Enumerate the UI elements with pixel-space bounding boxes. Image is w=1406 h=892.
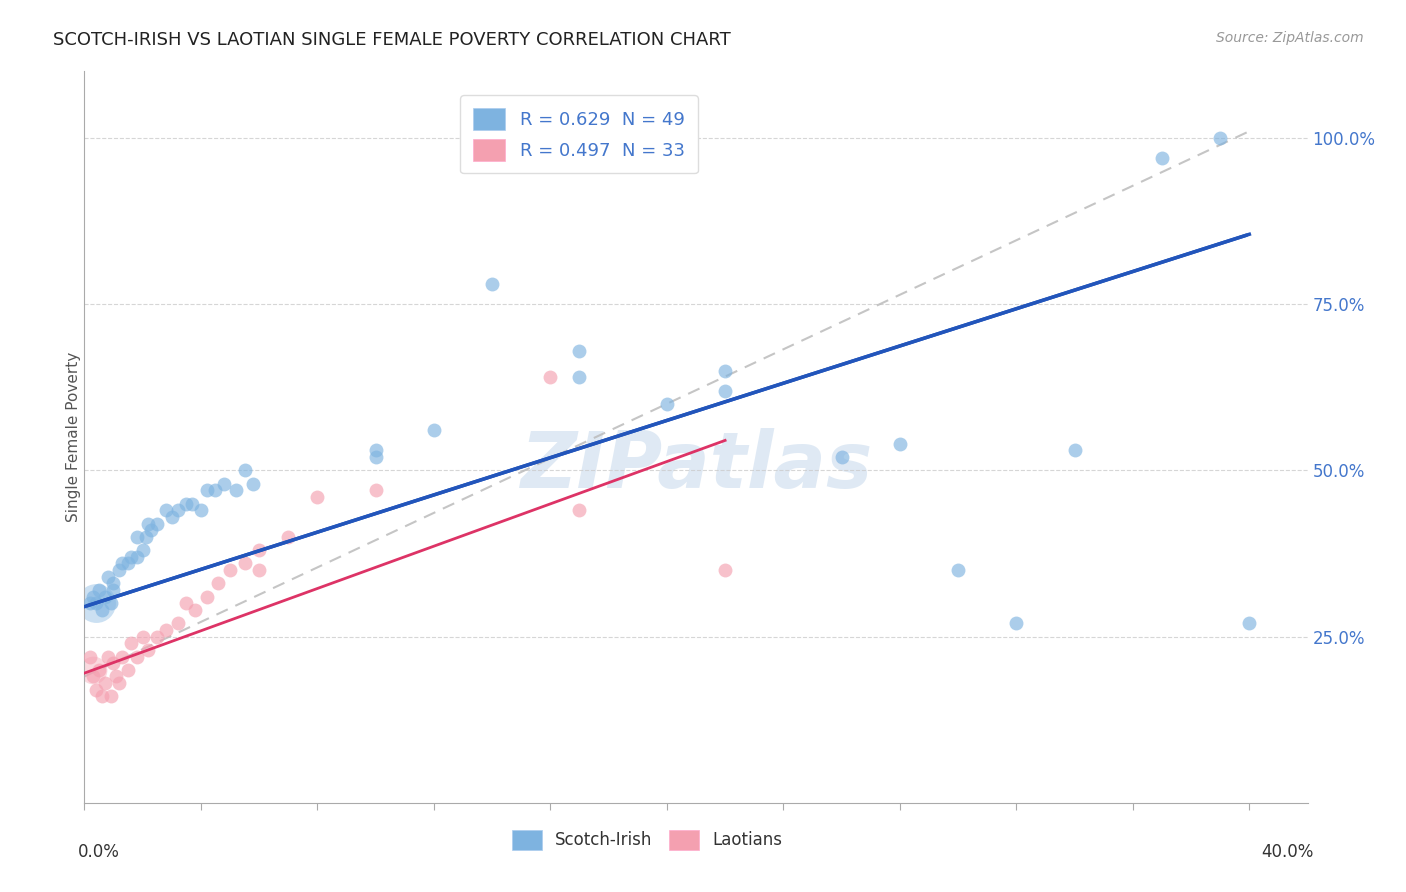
Y-axis label: Single Female Poverty: Single Female Poverty	[66, 352, 80, 522]
Text: Source: ZipAtlas.com: Source: ZipAtlas.com	[1216, 31, 1364, 45]
Text: 0.0%: 0.0%	[79, 843, 120, 861]
Text: ZIPatlas: ZIPatlas	[520, 428, 872, 504]
Text: 40.0%: 40.0%	[1261, 843, 1313, 861]
Text: SCOTCH-IRISH VS LAOTIAN SINGLE FEMALE POVERTY CORRELATION CHART: SCOTCH-IRISH VS LAOTIAN SINGLE FEMALE PO…	[53, 31, 731, 49]
Legend: Scotch-Irish, Laotians: Scotch-Irish, Laotians	[505, 823, 789, 856]
